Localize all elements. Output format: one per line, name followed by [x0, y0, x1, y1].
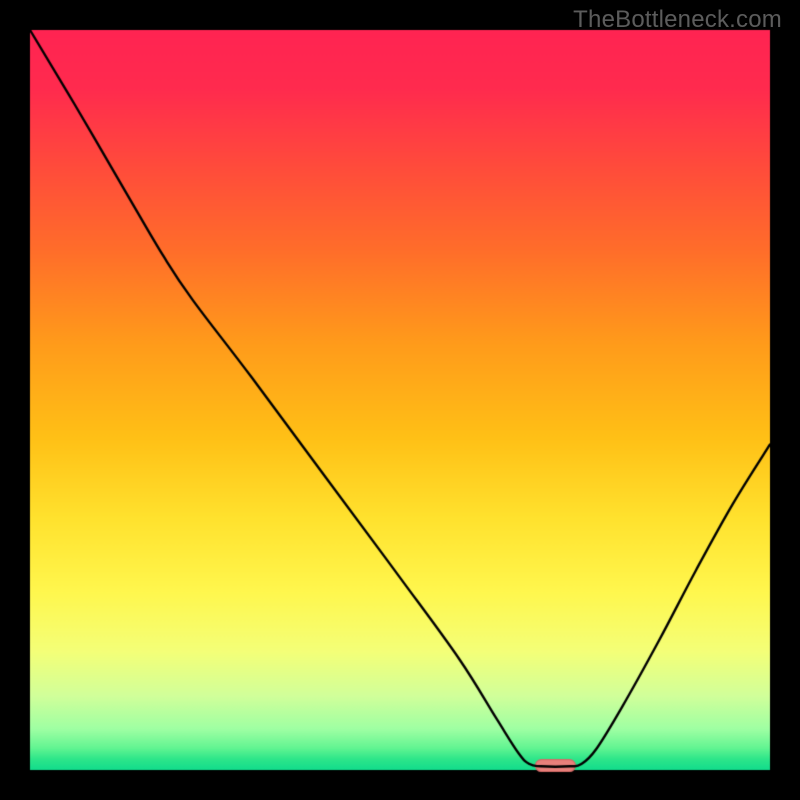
watermark-text: TheBottleneck.com — [573, 6, 782, 34]
chart-stage: TheBottleneck.com — [0, 0, 800, 800]
bottleneck-chart-canvas — [0, 0, 800, 800]
